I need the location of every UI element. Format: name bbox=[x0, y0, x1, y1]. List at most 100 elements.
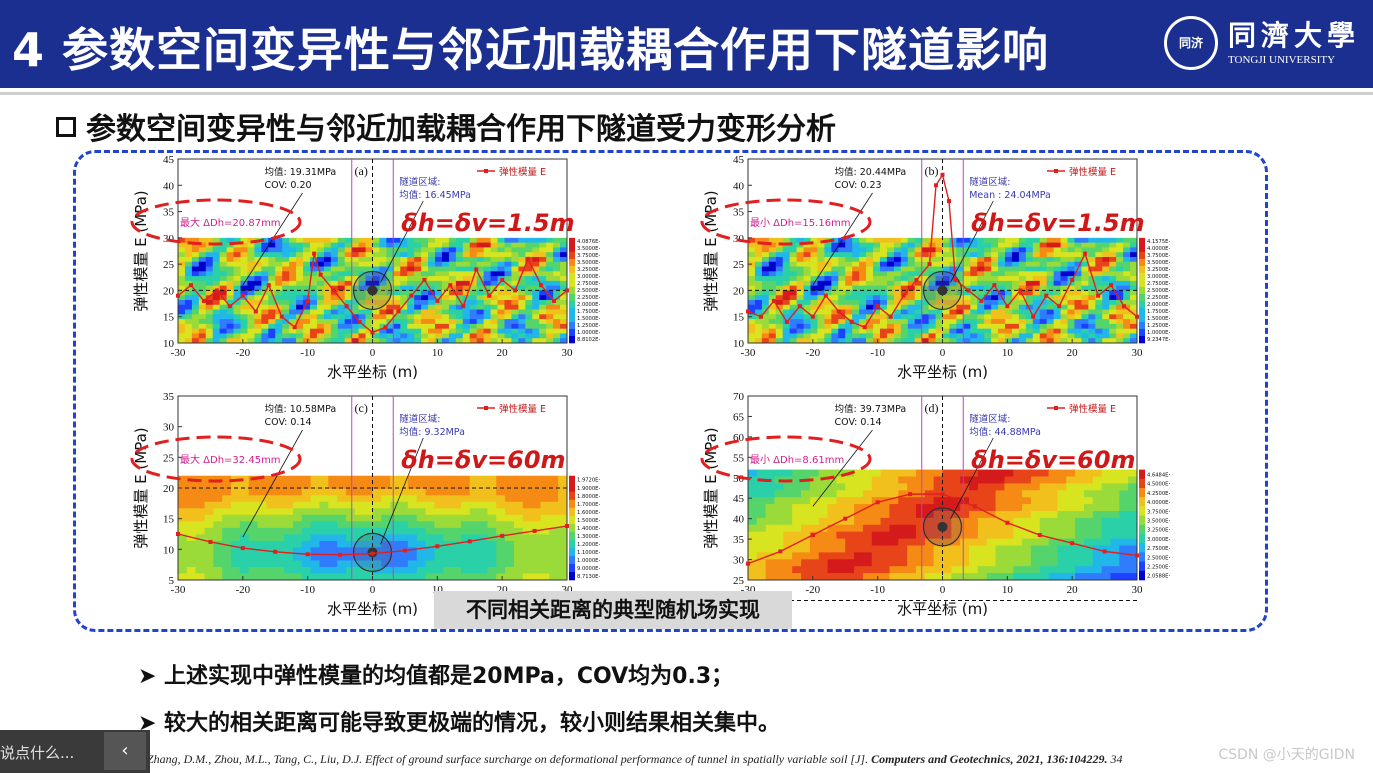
heatmap-cell bbox=[998, 333, 1006, 339]
heatmap-cell bbox=[1039, 497, 1049, 505]
heatmap-cell bbox=[428, 271, 436, 277]
heatmap-cell bbox=[407, 508, 418, 516]
heatmap-cell bbox=[879, 261, 888, 267]
heatmap-cell bbox=[546, 276, 554, 282]
chart-panel-a: -30 -20 -10 0 10 20 30 10 15 20 25 30 35 40 45 水平坐标 (m)… bbox=[130, 153, 600, 385]
heatmap-cell bbox=[407, 495, 418, 503]
heatmap-cell bbox=[774, 531, 784, 539]
heatmap-cell bbox=[434, 566, 444, 574]
heatmap-cell bbox=[1060, 299, 1068, 306]
heatmap-cell bbox=[455, 319, 464, 325]
heatmap-cell bbox=[818, 469, 828, 477]
heatmap-cell bbox=[1060, 304, 1068, 310]
heatmap-cell bbox=[873, 295, 881, 301]
heatmap-cell bbox=[222, 475, 232, 483]
heatmap-cell bbox=[546, 304, 554, 310]
heatmap-cell bbox=[761, 271, 770, 277]
heatmap-cell bbox=[783, 566, 793, 574]
heatmap-cell bbox=[1022, 511, 1032, 519]
heatmap-cell bbox=[935, 299, 943, 306]
heatmap-cell bbox=[754, 338, 763, 344]
heatmap-cell bbox=[942, 531, 952, 539]
heatmap-cell bbox=[462, 333, 471, 339]
heatmap-cell bbox=[886, 237, 895, 244]
heatmap-cell bbox=[558, 553, 568, 561]
colorbar-swatch bbox=[569, 272, 575, 281]
heatmap-cell bbox=[483, 266, 491, 272]
heatmap-cell bbox=[1109, 338, 1117, 344]
data-point bbox=[934, 183, 939, 188]
heatmap-cell bbox=[984, 323, 992, 330]
heatmap-cell bbox=[768, 319, 777, 325]
heatmap-cell bbox=[393, 261, 401, 267]
heatmap-cell bbox=[1092, 483, 1103, 491]
heatmap-cell bbox=[898, 552, 908, 560]
heatmap-cell bbox=[889, 490, 899, 498]
heatmap-cell bbox=[205, 280, 214, 287]
heatmap-cell bbox=[789, 266, 798, 272]
heatmap-cell bbox=[879, 323, 888, 330]
heatmap-cell bbox=[1130, 299, 1138, 306]
heatmap-cell bbox=[435, 271, 443, 277]
heatmap-cell bbox=[1067, 280, 1075, 287]
comment-placeholder[interactable]: 说点什么... bbox=[0, 744, 75, 762]
heatmap-cell bbox=[871, 524, 882, 533]
heatmap-cell bbox=[266, 508, 276, 516]
comment-bar[interactable]: 说点什么... ‹ bbox=[0, 730, 150, 773]
heatmap-cell bbox=[838, 333, 846, 339]
heatmap-cell bbox=[434, 514, 444, 522]
heatmap-cell bbox=[1039, 314, 1048, 320]
heatmap-cell bbox=[951, 476, 961, 484]
heatmap-cell bbox=[511, 304, 519, 310]
heatmap-cell bbox=[928, 314, 936, 320]
heatmap-cell bbox=[289, 247, 297, 253]
data-point bbox=[992, 283, 997, 288]
heatmap-cell bbox=[309, 338, 318, 344]
heatmap-cell bbox=[247, 280, 255, 287]
heatmap-cell bbox=[1066, 476, 1076, 484]
heatmap-cell bbox=[195, 482, 205, 490]
heatmap-cell bbox=[525, 237, 533, 244]
heatmap-cell bbox=[328, 482, 338, 490]
heatmap-cell bbox=[866, 247, 874, 253]
heatmap-cell bbox=[1119, 524, 1129, 533]
heatmap-cell bbox=[836, 483, 846, 491]
heatmap-cell bbox=[796, 290, 804, 296]
heatmap-cell bbox=[942, 538, 952, 546]
collapse-button[interactable]: ‹ bbox=[104, 732, 146, 770]
heatmap-cell bbox=[407, 256, 415, 263]
heatmap-cell bbox=[289, 261, 297, 267]
y-tick-label: 35 bbox=[163, 207, 175, 219]
y-tick-label: 25 bbox=[733, 575, 745, 587]
heatmap-cell bbox=[956, 237, 964, 244]
heatmap-cell bbox=[560, 323, 568, 330]
heatmap-cell bbox=[963, 271, 971, 277]
heatmap-cell bbox=[284, 475, 294, 483]
heatmap-cell bbox=[316, 247, 325, 253]
heatmap-cell bbox=[469, 290, 478, 296]
heatmap-cell bbox=[505, 560, 515, 568]
heatmap-cell bbox=[1060, 266, 1068, 272]
heatmap-cell bbox=[504, 333, 512, 339]
heatmap-cell bbox=[956, 256, 964, 263]
heatmap-cell bbox=[809, 524, 820, 533]
data-point bbox=[940, 172, 945, 177]
heatmap-cell bbox=[219, 285, 228, 291]
colorbar-swatch bbox=[1139, 552, 1145, 562]
heatmap-cell bbox=[212, 314, 221, 320]
heatmap-cell bbox=[986, 545, 996, 553]
heatmap-cell bbox=[1004, 531, 1014, 539]
heatmap-cell bbox=[969, 559, 979, 567]
heatmap-cell bbox=[323, 295, 332, 301]
heatmap-cell bbox=[977, 242, 985, 248]
heatmap-cell bbox=[540, 547, 550, 555]
heatmap-cell bbox=[768, 323, 777, 330]
heatmap-cell bbox=[358, 237, 366, 244]
heatmap-cell bbox=[1083, 559, 1094, 567]
heatmap-cell bbox=[924, 517, 935, 526]
heatmap-cell bbox=[817, 338, 825, 344]
heatmap-cell bbox=[977, 261, 985, 267]
heatmap-cell bbox=[204, 534, 214, 542]
heatmap-cell bbox=[756, 483, 767, 491]
heatmap-cell bbox=[817, 261, 825, 267]
